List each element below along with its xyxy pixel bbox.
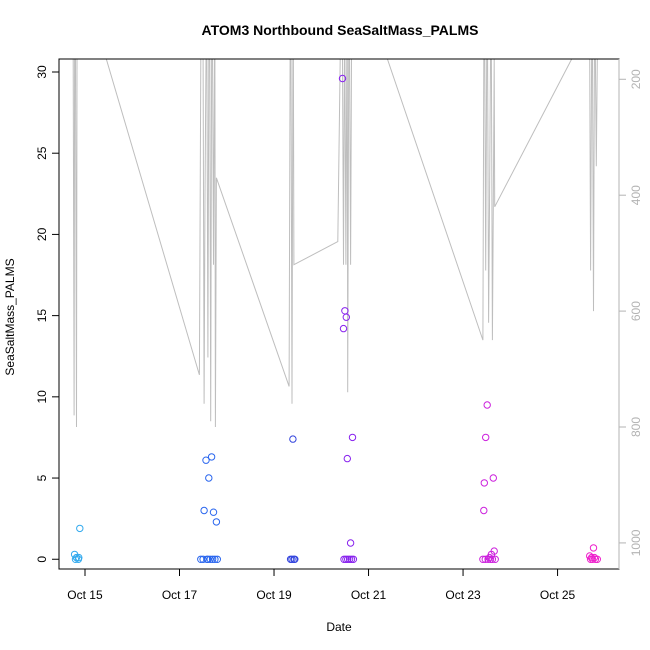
data-point — [588, 555, 597, 563]
data-point — [491, 555, 499, 563]
data-point — [289, 435, 297, 443]
data-point — [480, 479, 488, 487]
y-tick-label: 0 — [35, 556, 49, 563]
data-point — [75, 553, 83, 562]
chart-title: ATOM3 Northbound SeaSaltMass_PALMS — [202, 22, 479, 38]
y-axis-label: SeaSaltMass_PALMS — [3, 258, 17, 375]
data-point — [212, 518, 221, 526]
x-axis-label: Date — [326, 620, 352, 634]
y-axis-right: 200 400 600 800 1000 — [618, 59, 643, 569]
data-point — [205, 474, 213, 482]
data-point — [480, 506, 488, 515]
data-point — [482, 433, 490, 442]
data-point — [339, 324, 348, 333]
data-point — [348, 433, 357, 442]
data-point — [479, 555, 487, 563]
data-point — [483, 401, 491, 409]
data-point — [347, 555, 356, 563]
x-tick-label: Oct 25 — [540, 588, 576, 602]
data-point — [488, 555, 497, 563]
data-point — [207, 453, 216, 461]
data-point — [291, 555, 299, 563]
x-tick-label: Oct 17 — [162, 588, 198, 602]
y-tick-label: 15 — [35, 309, 49, 323]
y2-tick-label: 400 — [629, 185, 643, 205]
x-axis: Oct 15 Oct 17 Oct 19 Oct 21 Oct 23 Oct 25 — [67, 569, 576, 602]
data-point — [481, 555, 489, 563]
y-axis-left: 0 5 10 15 20 25 30 — [35, 65, 59, 563]
y-tick-label: 10 — [35, 390, 49, 404]
data-point — [342, 313, 350, 321]
data-point — [288, 555, 296, 563]
x-tick-label: Oct 23 — [445, 588, 481, 602]
data-point — [344, 555, 352, 563]
data-point — [209, 508, 218, 516]
data-point — [349, 555, 358, 563]
data-point — [211, 555, 219, 563]
data-point — [591, 555, 600, 563]
data-point — [346, 539, 355, 547]
data-point — [338, 74, 347, 83]
x-tick-label: Oct 15 — [67, 588, 103, 602]
y-tick-label: 5 — [35, 474, 49, 481]
data-point — [208, 555, 217, 563]
x-tick-label: Oct 21 — [351, 588, 387, 602]
y2-tick-label: 800 — [629, 417, 643, 437]
y2-tick-label: 200 — [629, 69, 643, 89]
data-point — [204, 555, 212, 563]
x-tick-label: Oct 19 — [256, 588, 292, 602]
data-point — [340, 555, 348, 563]
y2-tick-label: 600 — [629, 301, 643, 321]
y-tick-label: 25 — [35, 146, 49, 160]
data-point — [202, 456, 210, 464]
data-point — [484, 555, 492, 563]
pressure-trace-layer — [72, 58, 599, 428]
data-point — [489, 474, 497, 482]
data-point — [72, 553, 81, 562]
pressure-trace-line — [72, 58, 599, 428]
data-point — [593, 555, 601, 563]
data-point — [213, 555, 222, 563]
data-point — [589, 544, 598, 552]
y-tick-label: 20 — [35, 227, 49, 241]
data-point — [490, 547, 498, 555]
data-point — [76, 524, 84, 533]
data-point — [200, 506, 208, 515]
y2-tick-label: 1000 — [629, 529, 643, 556]
data-point — [206, 555, 214, 563]
data-point — [199, 555, 207, 563]
data-point — [343, 454, 351, 463]
data-point — [486, 555, 495, 563]
y-tick-label: 30 — [35, 65, 49, 79]
data-point — [345, 555, 354, 563]
data-points-layer — [70, 74, 601, 563]
